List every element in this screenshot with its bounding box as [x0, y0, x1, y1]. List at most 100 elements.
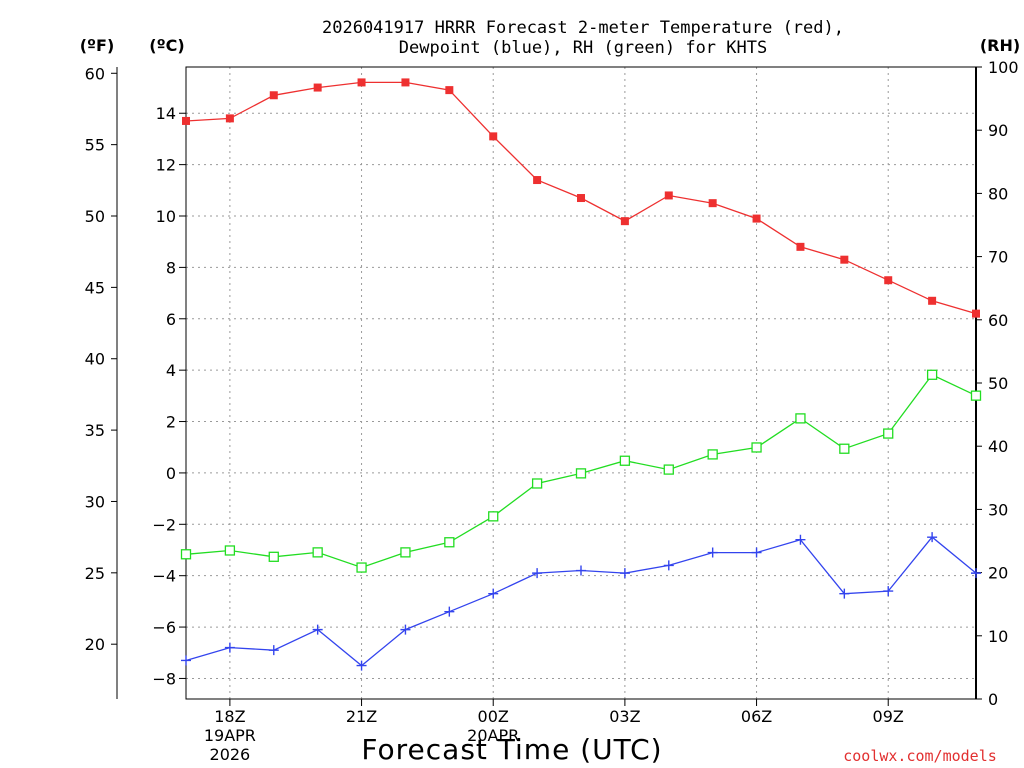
rh-point — [795, 413, 806, 424]
chart-title-line1: 2026041917 HRRR Forecast 2-meter Tempera… — [322, 18, 844, 38]
fahrenheit-tick-label: 40 — [85, 350, 105, 369]
dewpoint-line — [185, 536, 977, 667]
dewpoint-point — [663, 560, 674, 571]
fahrenheit-tick-label: 45 — [85, 278, 105, 297]
dewpoint-point — [268, 645, 279, 656]
chart-title-line2: Dewpoint (blue), RH (green) for KHTS — [399, 38, 767, 58]
rh-tick-label: 60 — [988, 311, 1008, 330]
rh-point — [619, 455, 631, 466]
2-meter-temperature-point — [489, 132, 498, 141]
2-meter-temperature-point — [225, 114, 234, 123]
dewpoint-point — [532, 568, 543, 579]
rh-point — [663, 464, 674, 475]
dewpoint-point — [971, 568, 981, 579]
2-meter-temperature-point — [796, 242, 805, 251]
rh-tick-label: 70 — [988, 248, 1008, 267]
rh-tick-label: 90 — [988, 121, 1008, 140]
dewpoint-point — [707, 547, 718, 558]
x-tick-year-label: 2026 — [210, 745, 251, 764]
2-meter-temperature-point — [884, 276, 893, 285]
rh-point — [312, 547, 323, 558]
2-meter-temperature-point — [445, 86, 454, 95]
rh-point — [224, 545, 236, 556]
rh-point — [575, 468, 587, 479]
rh-point — [883, 428, 894, 439]
dewpoint-point — [576, 565, 586, 576]
x-tick-label: 06Z — [741, 707, 772, 726]
x-tick-date-label: 20APR — [467, 726, 519, 745]
celsius-tick-label: 0 — [166, 464, 176, 483]
rh-tick-label: 50 — [988, 374, 1008, 393]
celsius-tick-label: 6 — [166, 310, 176, 329]
celsius-tick-label: 10 — [156, 207, 176, 226]
2-meter-temperature-point — [972, 309, 980, 318]
rh-tick-label: 100 — [988, 58, 1019, 77]
rh-point — [268, 551, 279, 562]
2-meter-temperature-point — [313, 83, 322, 92]
2-meter-temperature-point — [533, 176, 542, 185]
dewpoint-point — [795, 534, 806, 545]
x-tick-label: 03Z — [609, 707, 640, 726]
rh-point — [926, 369, 938, 380]
2-meter-temperature-point — [577, 194, 585, 203]
rh-point — [751, 442, 762, 453]
dewpoint-point — [927, 532, 938, 543]
2-meter-temperature-point — [928, 296, 937, 305]
rh-point — [839, 443, 850, 454]
celsius-unit-label: (ºC) — [149, 36, 184, 55]
rh-point — [180, 549, 192, 560]
celsius-tick-label: −6 — [152, 618, 176, 637]
rh-unit-label: (RH) — [980, 36, 1020, 55]
rh-point — [488, 511, 499, 522]
2-meter-temperature-point — [401, 78, 410, 87]
dewpoint-point — [444, 606, 455, 617]
dewpoint-point — [839, 588, 850, 599]
rh-tick-label: 80 — [988, 184, 1008, 203]
rh-point — [444, 537, 455, 548]
celsius-tick-label: −8 — [152, 669, 176, 688]
x-tick-label: 00Z — [478, 707, 509, 726]
x-tick-label: 21Z — [346, 707, 377, 726]
fahrenheit-tick-label: 50 — [85, 207, 105, 226]
rh-series — [180, 369, 982, 573]
dewpoint-point — [224, 642, 235, 653]
celsius-tick-label: −4 — [152, 567, 176, 586]
rh-tick-label: 0 — [988, 690, 998, 709]
dewpoint-point — [356, 660, 367, 671]
2-meter-temperature-series — [182, 78, 980, 318]
celsius-tick-label: 2 — [166, 413, 176, 432]
x-axis-label: Forecast Time (UTC) — [361, 733, 662, 766]
2-meter-temperature-point — [840, 255, 849, 264]
rh-tick-label: 40 — [988, 437, 1008, 456]
2-meter-temperature-point — [182, 116, 190, 125]
rh-point — [970, 390, 982, 401]
celsius-tick-label: 4 — [166, 361, 176, 380]
rh-point — [400, 547, 411, 558]
dewpoint-point — [312, 624, 323, 635]
x-tick-date-label: 19APR — [204, 726, 256, 745]
fahrenheit-tick-label: 25 — [85, 564, 105, 583]
dewpoint-point — [883, 586, 894, 597]
axes: 14121086420−2−4−6−8605550454035302520100… — [85, 58, 1019, 764]
x-tick-label: 18Z — [214, 707, 245, 726]
fahrenheit-tick-label: 60 — [85, 64, 105, 83]
celsius-tick-label: 14 — [156, 104, 176, 123]
2-meter-temperature-point — [269, 91, 278, 100]
plot-frame — [185, 66, 977, 700]
fahrenheit-tick-label: 35 — [85, 421, 105, 440]
fahrenheit-tick-label: 30 — [85, 492, 105, 511]
2-meter-temperature-point — [620, 217, 629, 226]
dewpoint-point — [751, 547, 762, 558]
fahrenheit-tick-label: 55 — [85, 136, 105, 155]
rh-tick-label: 20 — [988, 564, 1008, 583]
dewpoint-series — [181, 532, 981, 671]
dewpoint-point — [181, 655, 191, 666]
series-layer — [180, 78, 982, 671]
celsius-tick-label: 12 — [156, 156, 176, 175]
grid — [186, 67, 976, 699]
dewpoint-point — [619, 568, 630, 579]
rh-point — [707, 449, 718, 460]
fahrenheit-unit-label: (ºF) — [80, 36, 115, 55]
rh-tick-label: 10 — [988, 627, 1008, 646]
